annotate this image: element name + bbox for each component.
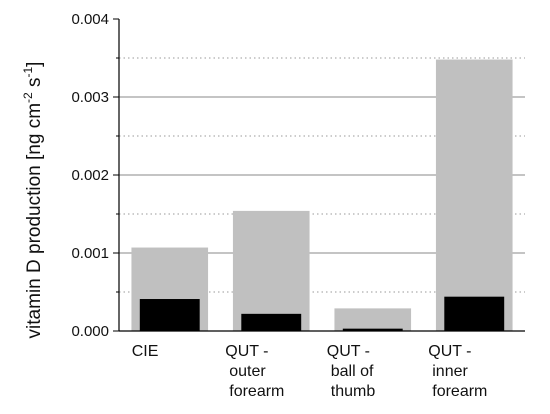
x-category-label: QUT - outer forearm: [225, 343, 284, 400]
y-tick-label: 0.003: [71, 89, 109, 106]
x-category-label-line: ball of: [331, 363, 374, 380]
bar: [342, 328, 403, 331]
axis-layer: [113, 18, 525, 332]
bar: [241, 313, 302, 331]
x-category-label: QUT - inner forearm: [428, 343, 487, 400]
bar: [232, 210, 310, 331]
bar: [334, 308, 412, 331]
y-axis-label-exponent: -1: [21, 67, 35, 78]
x-category-label-line: QUT -: [327, 343, 370, 360]
y-axis-label-exponent: -2: [21, 92, 35, 103]
x-category-label-line: QUT -: [428, 343, 471, 360]
y-tick-label: 0.004: [71, 11, 109, 28]
y-axis-label-text: s: [24, 78, 45, 93]
bar: [435, 59, 513, 332]
x-category-label-line: forearm: [432, 383, 487, 400]
y-axis-label-text: vitamin D production [ng cm: [24, 103, 45, 339]
x-category-label: QUT - ball of thumb: [327, 343, 376, 400]
x-category-label-line: inner: [432, 363, 468, 380]
labels-layer: 0.000 0.001 0.002 0.003 0.004 CIE QUT - outer fo…: [71, 11, 487, 400]
x-category-label-line: CIE: [132, 343, 159, 360]
x-category-label: CIE: [132, 343, 159, 360]
y-tick-label: 0.002: [71, 167, 109, 184]
x-category-label-line: thumb: [331, 383, 376, 400]
x-category-label-line: forearm: [229, 383, 284, 400]
y-axis-label: vitamin D production [ng cm-2 s-1]: [21, 62, 45, 339]
y-tick-label: 0.000: [71, 323, 109, 340]
y-tick-label: 0.001: [71, 245, 109, 262]
bars-layer: [131, 59, 513, 332]
bar: [444, 296, 505, 331]
x-category-label-line: outer: [229, 363, 266, 380]
bar: [139, 299, 200, 331]
x-category-label-line: QUT -: [225, 343, 268, 360]
y-axis-label-text: ]: [24, 62, 45, 67]
